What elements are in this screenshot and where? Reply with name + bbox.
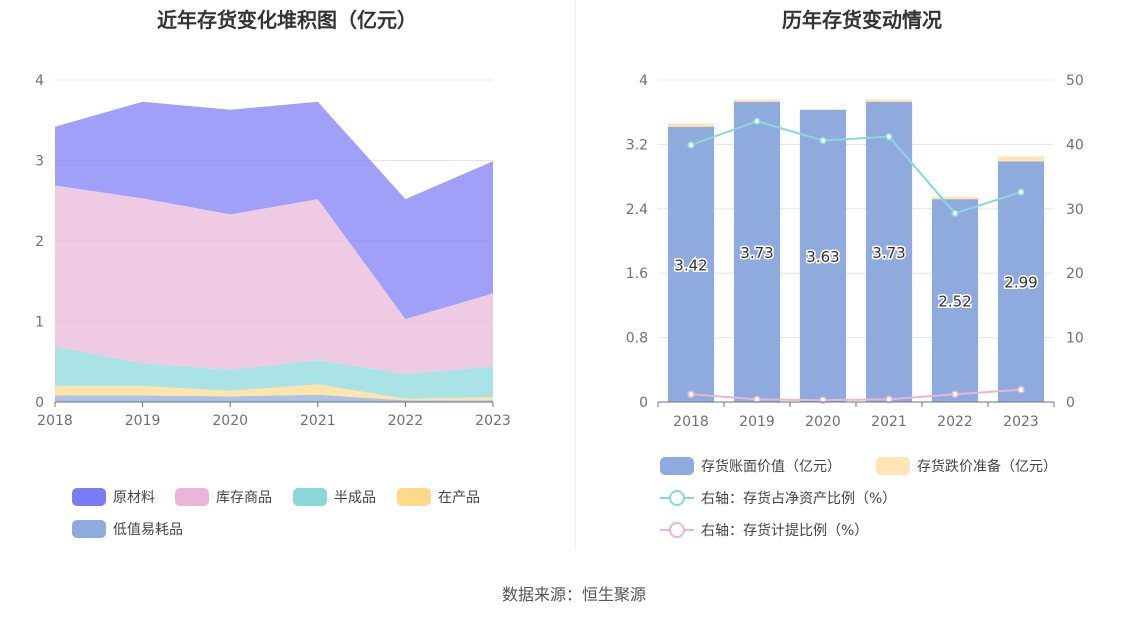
bar-impairment [667, 123, 715, 127]
line-point [885, 132, 893, 141]
legend-item-semi-finished[interactable]: 半成品 [293, 487, 376, 507]
bar-value-label: 2.99 [1004, 274, 1037, 292]
legend-item-impairment[interactable]: 存货跌价准备（亿元） [876, 456, 1057, 476]
bar-book-value [865, 101, 913, 403]
legend-item-book-value[interactable]: 存货账面价值（亿元） [660, 456, 841, 476]
y-tick-label: 0 [35, 395, 44, 411]
bar-value-label: 3.42 [674, 256, 707, 274]
bar-line-chart-panel: 历年存货变动情况 0 0.8 1.6 2.4 3.2 4 0 10 20 30 40 50 3.42 3.… [576, 0, 1148, 560]
line-point [753, 117, 761, 125]
legend-label: 存货跌价准备（亿元） [917, 459, 1057, 475]
y-tick-label: 0 [639, 395, 648, 411]
line-point [1017, 386, 1025, 394]
bar-value-label: 3.63 [806, 248, 839, 266]
legend-label: 存货账面价值（亿元） [701, 459, 841, 475]
bar-book-value [799, 109, 847, 402]
y-tick-label: 2.4 [626, 202, 648, 218]
legend-line-swatch [660, 489, 694, 507]
legend-line-swatch [660, 521, 694, 539]
legend-item-provision-ratio[interactable]: 右轴：存货计提比例（%） [660, 520, 868, 540]
legend-label: 原材料 [113, 490, 155, 506]
y2-tick-label: 0 [1066, 395, 1075, 411]
legend-swatch [293, 488, 327, 506]
y-tick-label: 4 [35, 73, 44, 89]
legend-item-consumables[interactable]: 低值易耗品 [72, 519, 183, 539]
x-tick-label: 2023 [475, 413, 511, 429]
right-chart-title: 历年存货变动情况 [782, 8, 942, 32]
x-tick-label: 2018 [37, 413, 73, 429]
area-在产品 [55, 384, 493, 401]
bar-impairment [799, 108, 847, 110]
line-point [819, 136, 827, 145]
legend-item-raw-materials[interactable]: 原材料 [72, 487, 155, 507]
line-point [951, 209, 959, 218]
legend-swatch [72, 488, 106, 506]
legend-label: 在产品 [438, 490, 480, 506]
line-右轴：存货占净资产比例（%） [690, 120, 1022, 215]
line-point [951, 390, 959, 399]
legend-label: 右轴：存货占净资产比例（%） [701, 491, 897, 507]
stacked-area-chart: 0 1 2 3 4 2018 2019 2020 2021 2022 2023 [35, 73, 511, 429]
x-tick-label: 2021 [871, 414, 907, 430]
x-tick-label: 2022 [388, 413, 424, 429]
legend-label: 低值易耗品 [113, 522, 183, 538]
line-右轴：存货计提比例（%） [690, 388, 1022, 402]
area-库存商品 [55, 185, 493, 374]
bar-impairment [997, 156, 1045, 162]
bar-book-value [931, 199, 979, 402]
y2-tick-label: 50 [1066, 73, 1084, 89]
y-tick-label: 3 [35, 154, 44, 170]
bar-value-label: 3.73 [872, 244, 905, 262]
legend-label: 半成品 [334, 490, 376, 506]
bar-book-value [997, 161, 1045, 402]
y2-tick-label: 40 [1066, 137, 1084, 153]
stacked-area-chart-panel: 近年存货变化堆积图（亿元） 0 1 2 3 4 2018 2019 2020 2021 2022 2… [0, 0, 574, 560]
x-tick-label: 2020 [212, 413, 248, 429]
y2-tick-label: 10 [1066, 331, 1084, 347]
legend-item-wip[interactable]: 在产品 [397, 487, 480, 507]
area-低值易耗品 [55, 394, 493, 402]
x-tick-label: 2023 [1003, 414, 1039, 430]
area-原材料 [55, 101, 493, 320]
bar-impairment [733, 99, 781, 102]
x-tick-label: 2022 [937, 414, 973, 430]
x-tick-label: 2021 [300, 413, 336, 429]
legend-swatch [175, 488, 209, 506]
y-tick-label: 1.6 [626, 266, 648, 282]
legend-swatch [660, 457, 694, 475]
legend-item-finished-goods[interactable]: 库存商品 [175, 487, 272, 507]
y-tick-label: 2 [35, 234, 44, 250]
legend-label: 右轴：存货计提比例（%） [701, 523, 869, 539]
bar-value-label: 3.73 [740, 244, 773, 262]
bar-value-label: 2.52 [938, 293, 971, 311]
left-chart-title: 近年存货变化堆积图（亿元） [157, 8, 417, 32]
line-point [687, 141, 695, 149]
legend-swatch [397, 488, 431, 506]
area-半成品 [55, 346, 493, 399]
panel-divider [575, 0, 576, 550]
bar-book-value [667, 126, 715, 402]
legend-swatch [876, 457, 910, 475]
y2-tick-label: 30 [1066, 202, 1084, 218]
y-tick-label: 3.2 [626, 137, 648, 153]
legend-item-inventory-ratio[interactable]: 右轴：存货占净资产比例（%） [660, 488, 896, 508]
y-tick-label: 4 [639, 73, 648, 89]
line-point [1017, 188, 1025, 196]
y2-tick-label: 20 [1066, 266, 1084, 282]
x-tick-label: 2020 [805, 414, 841, 430]
y-tick-label: 1 [35, 315, 44, 331]
x-tick-label: 2019 [125, 413, 161, 429]
data-source-note: 数据来源：恒生聚源 [501, 585, 646, 604]
x-tick-label: 2018 [673, 414, 709, 430]
bar-book-value [733, 101, 781, 403]
legend-label: 库存商品 [216, 490, 272, 506]
y-tick-label: 0.8 [626, 331, 648, 347]
bar-impairment [931, 196, 979, 200]
legend-swatch [72, 520, 106, 538]
bar-impairment [865, 99, 913, 102]
x-tick-label: 2019 [739, 414, 775, 430]
line-point [687, 390, 695, 399]
